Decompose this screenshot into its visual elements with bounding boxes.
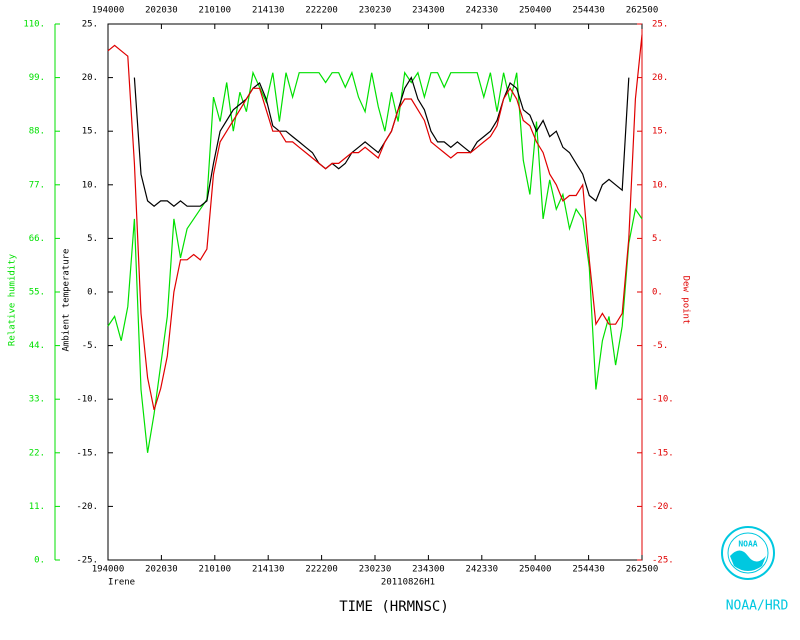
y-tick-label: 110.: [23, 20, 45, 30]
x-tick-label-top: 222200: [305, 6, 338, 16]
x-tick-label-top: 234300: [412, 6, 445, 16]
x-tick-label-top: 254430: [572, 6, 605, 16]
y-tick-label: -15.: [76, 448, 98, 458]
y-tick-label: -5.: [652, 341, 668, 351]
org-label: NOAA/HRD: [726, 599, 789, 614]
y-tick-label: -15.: [652, 448, 674, 458]
y-tick-label: 10.: [652, 180, 668, 190]
y-tick-label: 25.: [652, 20, 668, 30]
y-tick-label: 99.: [29, 73, 45, 83]
y-tick-label: 15.: [652, 127, 668, 137]
y-tick-label: -25.: [76, 556, 98, 566]
series-line: [107, 70, 643, 453]
logo-ring: [721, 526, 775, 580]
x-tick-label: 202030: [145, 565, 178, 575]
y-tick-label: 55.: [29, 288, 45, 298]
x-tick-label: 222200: [305, 565, 338, 575]
y2-label: Dew point: [681, 276, 691, 325]
x-tick-label: 254430: [572, 565, 605, 575]
y-tick-label: 22.: [29, 448, 45, 458]
flight-id: 20110826H1: [381, 578, 435, 588]
storm-name: Irene: [108, 578, 135, 588]
x-tick-label-top: 214130: [252, 6, 285, 16]
y-tick-label: 20.: [652, 73, 668, 83]
x-label: TIME (HRMNSC): [339, 599, 449, 615]
logo-text: NOAA: [738, 540, 757, 549]
logo-bird: [730, 550, 766, 571]
x-tick-label: 262500: [626, 565, 659, 575]
y-tick-label: 10.: [82, 180, 98, 190]
x-tick-label: 210100: [199, 565, 232, 575]
x-tick-label-top: 242330: [466, 6, 499, 16]
x-tick-label-top: 194000: [92, 6, 125, 16]
y-tick-label: 15.: [82, 127, 98, 137]
x-tick-label-top: 230230: [359, 6, 392, 16]
y-tick-label: 0.: [87, 288, 98, 298]
y-tick-label: -10.: [76, 395, 98, 405]
y-tick-label: -20.: [652, 502, 674, 512]
x-tick-label: 234300: [412, 565, 445, 575]
x-tick-label-top: 262500: [626, 6, 659, 16]
y-tick-label: -20.: [76, 502, 98, 512]
x-tick-label: 194000: [92, 565, 125, 575]
y-tick-label: 0.: [652, 288, 663, 298]
y-tick-label: 20.: [82, 73, 98, 83]
y-tick-label: 25.: [82, 20, 98, 30]
x-tick-label: 250400: [519, 565, 552, 575]
y-tick-label: 77.: [29, 180, 45, 190]
y3-label: Relative humidity: [8, 253, 18, 346]
series-line: [107, 34, 643, 411]
plot-frame: [107, 23, 643, 561]
x-tick-label-top: 202030: [145, 6, 178, 16]
y-label: Ambient temperature: [62, 249, 72, 352]
y-tick-label: 33.: [29, 395, 45, 405]
y-tick-label: -5.: [82, 341, 98, 351]
y-tick-label: 44.: [29, 341, 45, 351]
y-tick-label: 0.: [34, 556, 45, 566]
y-tick-label: 5.: [652, 234, 663, 244]
x-tick-label: 230230: [359, 565, 392, 575]
noaa-logo: NOAA: [721, 526, 775, 580]
x-tick-label: 242330: [466, 565, 499, 575]
x-tick-label-top: 250400: [519, 6, 552, 16]
y-tick-label: -10.: [652, 395, 674, 405]
x-tick-label: 214130: [252, 565, 285, 575]
series-line: [133, 76, 630, 207]
y-tick-label: -25.: [652, 556, 674, 566]
x-tick-label-top: 210100: [199, 6, 232, 16]
y-tick-label: 88.: [29, 127, 45, 137]
y-tick-label: 11.: [29, 502, 45, 512]
y-tick-label: 66.: [29, 234, 45, 244]
y-tick-label: 5.: [87, 234, 98, 244]
